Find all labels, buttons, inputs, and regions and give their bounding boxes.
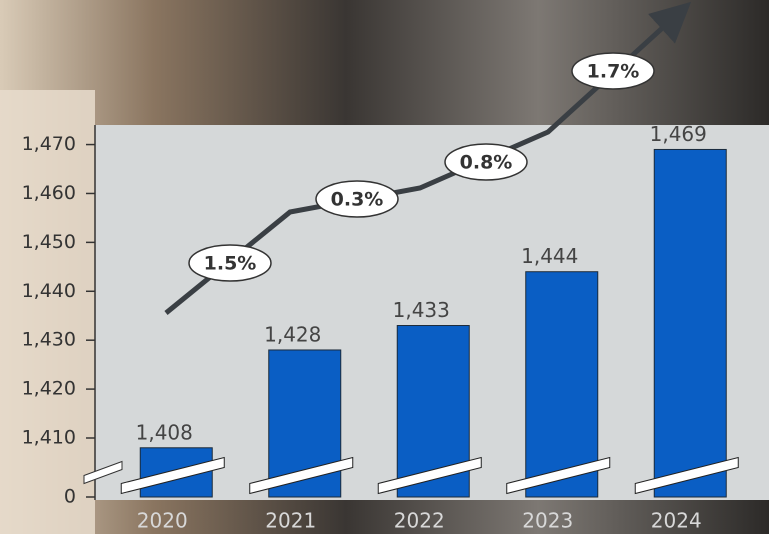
bar-break xyxy=(120,456,225,495)
annotation-bubble xyxy=(315,180,399,218)
bar-break xyxy=(249,456,354,495)
value-label: 1,469 xyxy=(650,122,707,146)
y-tick-label: 1,430 xyxy=(22,329,76,351)
y-tick-label: 0 xyxy=(64,486,76,508)
annotation: 0.8% xyxy=(460,152,513,174)
annotation-bubble xyxy=(188,244,272,282)
y-tick-label: 1,450 xyxy=(22,231,76,253)
bar xyxy=(525,271,599,498)
annotation: 1.7% xyxy=(587,61,640,83)
axis-break xyxy=(83,460,123,485)
y-tick-label: 1,440 xyxy=(22,280,76,302)
y-tick-label: 1,470 xyxy=(22,133,76,155)
x-tick-label: 2021 xyxy=(265,509,316,533)
x-tick-label: 2020 xyxy=(137,509,188,533)
value-label: 1,408 xyxy=(136,420,193,444)
bar-break xyxy=(377,456,482,495)
value-label: 1,444 xyxy=(521,244,578,268)
x-tick-label: 2023 xyxy=(522,509,573,533)
bar-break xyxy=(634,456,739,495)
x-tick-label: 2024 xyxy=(651,509,702,533)
value-label: 1,433 xyxy=(393,298,450,322)
y-tick-label: 1,460 xyxy=(22,182,76,204)
bar xyxy=(653,148,727,498)
y-tick-label: 1,420 xyxy=(22,378,76,400)
x-tick-label: 2022 xyxy=(394,509,445,533)
bar-break xyxy=(506,456,611,495)
annotation-bubble xyxy=(444,143,528,181)
annotation: 1.5% xyxy=(204,253,257,275)
trend-arrow xyxy=(164,1,692,315)
annotation-bubble xyxy=(571,52,655,90)
axis-panel xyxy=(0,90,95,534)
y-tick-label: 1,410 xyxy=(22,427,76,449)
annotation: 0.3% xyxy=(331,189,384,211)
value-label: 1,428 xyxy=(264,322,321,346)
